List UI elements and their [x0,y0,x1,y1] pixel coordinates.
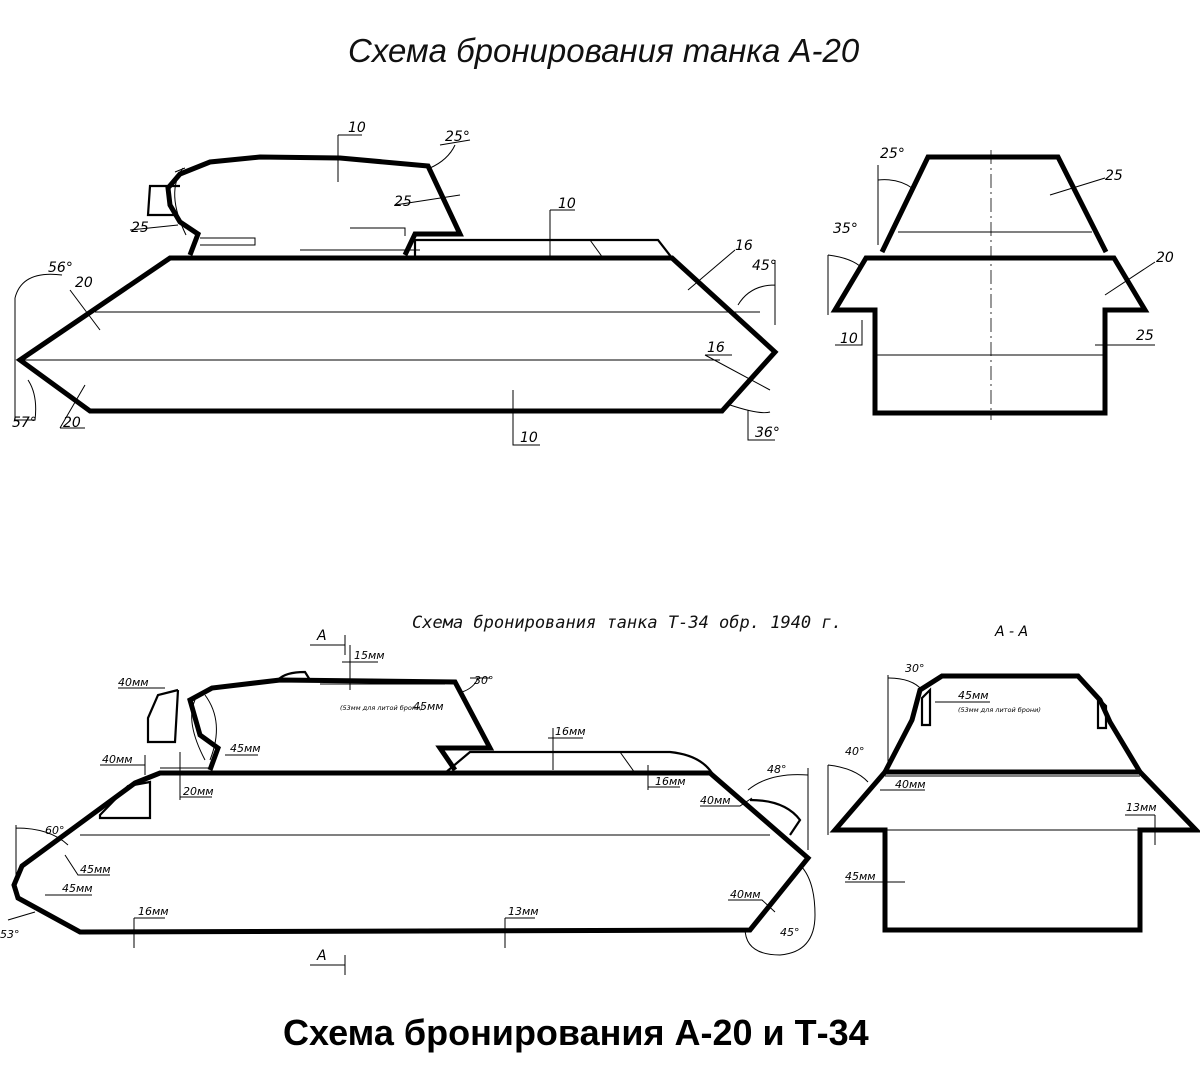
a20-engine-deck [413,238,673,259]
t34-section-mark-top: А [316,628,327,644]
t34-turret-rear-angle: 30° [474,674,494,687]
t34-section-mark-bottom: А [316,948,327,964]
bottom-title: Схема бронирования А-20 и Т-34 [283,1012,869,1053]
t34-mantlet-side-dim: 40мм [102,753,133,766]
t34-section-turret-angle: 30° [905,662,925,675]
t34-side-view: А А [11,628,812,975]
a20-turret-roof-dim: 10 [348,120,366,136]
t34-driver-hatch-dim: 20мм [183,785,214,798]
t34-title: Схема бронирования танка Т-34 обр. 1940 … [412,613,842,633]
t34-upper-rear-angle: 48° [767,763,787,776]
a20-turret-rear-dim: 25 [394,194,412,210]
t34-bottom-rear-dim: 13мм [508,905,539,918]
t34-turret-hatch [277,670,311,681]
t34-lower-rear-dim: 40мм [730,888,761,901]
t34-turret-roof-dim: 15мм [354,649,385,662]
a20-section-sponson-angle: 35° [833,221,858,237]
a20-side-dimensions: 10 25° 25 25 56° 20 57° 20 16 45° 16 36°… [12,120,780,446]
t34-lower-front-dim: 45мм [62,882,93,895]
a20-section-hull [830,255,1150,416]
t34-upper-front-angle: 60° [45,824,65,837]
t34-section-turret-side: 45мм [958,689,989,702]
a20-lower-front-angle: 57° [12,415,37,431]
t34-driver-hatch [98,780,152,820]
a20-bottom-dim: 10 [520,430,538,446]
a20-section-turret-side: 25 [1105,168,1123,184]
a20-upper-front-dim: 20 [75,275,93,291]
t34-turret-side-dim: 45мм [413,700,444,713]
t34-engine-deck [444,750,713,774]
a20-section-sponson-side: 20 [1156,250,1174,266]
t34-rear-arc [744,864,816,956]
a20-hull-outline [15,255,779,414]
a20-deck-dim: 10 [558,196,576,212]
a20-section-turret [879,154,1109,254]
t34-turret-outline [187,677,495,772]
a20-section-lower-right: 25 [1136,328,1154,344]
a20-mantlet-dim: 25 [131,220,149,236]
a20-cross-section: 25° 25 35° 20 10 25 [827,146,1174,420]
t34-section-sponson-angle: 40° [845,745,865,758]
t34-turret-front-dim: 45мм [230,742,261,755]
t34-section-sponson-side: 40мм [895,778,926,791]
a20-section-turret-angle: 25° [880,146,905,162]
t34-cross-section: 30° 45мм (53мм для литой брони) 40° 40мм… [827,662,1200,933]
t34-hull-outline [11,770,812,935]
t34-side-dimensions: 15мм (53мм для литой брони) 45мм 30° 40м… [0,645,816,956]
t34-section-hull [829,769,1200,933]
t34-upper-rear-dim: 40мм [700,794,731,807]
t34-section-turret [882,673,1143,774]
a20-lower-front-dim: 20 [63,415,81,431]
t34-lower-front-angle: 53° [0,928,20,941]
t34-section-lower-side: 45мм [845,870,876,883]
a20-lower-rear-dim: 16 [707,340,725,356]
section-aa-label: А - А [994,624,1028,640]
t34-turret-cast-note: (53мм для литой брони) [340,704,423,712]
a20-side-view [15,154,779,414]
t34-bottom-front-dim: 16мм [138,905,169,918]
a20-section-lower-left: 10 [840,331,858,347]
t34-section-cast-note: (53мм для литой брони) [958,706,1041,714]
a20-upper-rear-dim: 16 [735,238,753,254]
top-title: Схема бронирования танка А-20 [348,32,860,69]
a20-lower-rear-angle: 36° [755,425,780,441]
t34-rear-bump [749,798,802,836]
t34-mantlet-dim: 40мм [118,676,149,689]
t34-deck-rear-dim: 16мм [655,775,686,788]
t34-gun-mantlet [146,688,180,744]
a20-upper-rear-angle: 45° [752,258,777,274]
a20-gun-mantlet [146,184,180,217]
a20-upper-front-angle: 56° [48,260,73,276]
t34-lower-rear-angle: 45° [780,926,800,939]
t34-upper-front-dim: 45мм [80,863,111,876]
t34-section-upper-side: 13мм [1126,801,1157,814]
a20-turret-rear-angle: 25° [445,129,470,145]
t34-engine-deck-dim: 16мм [555,725,586,738]
